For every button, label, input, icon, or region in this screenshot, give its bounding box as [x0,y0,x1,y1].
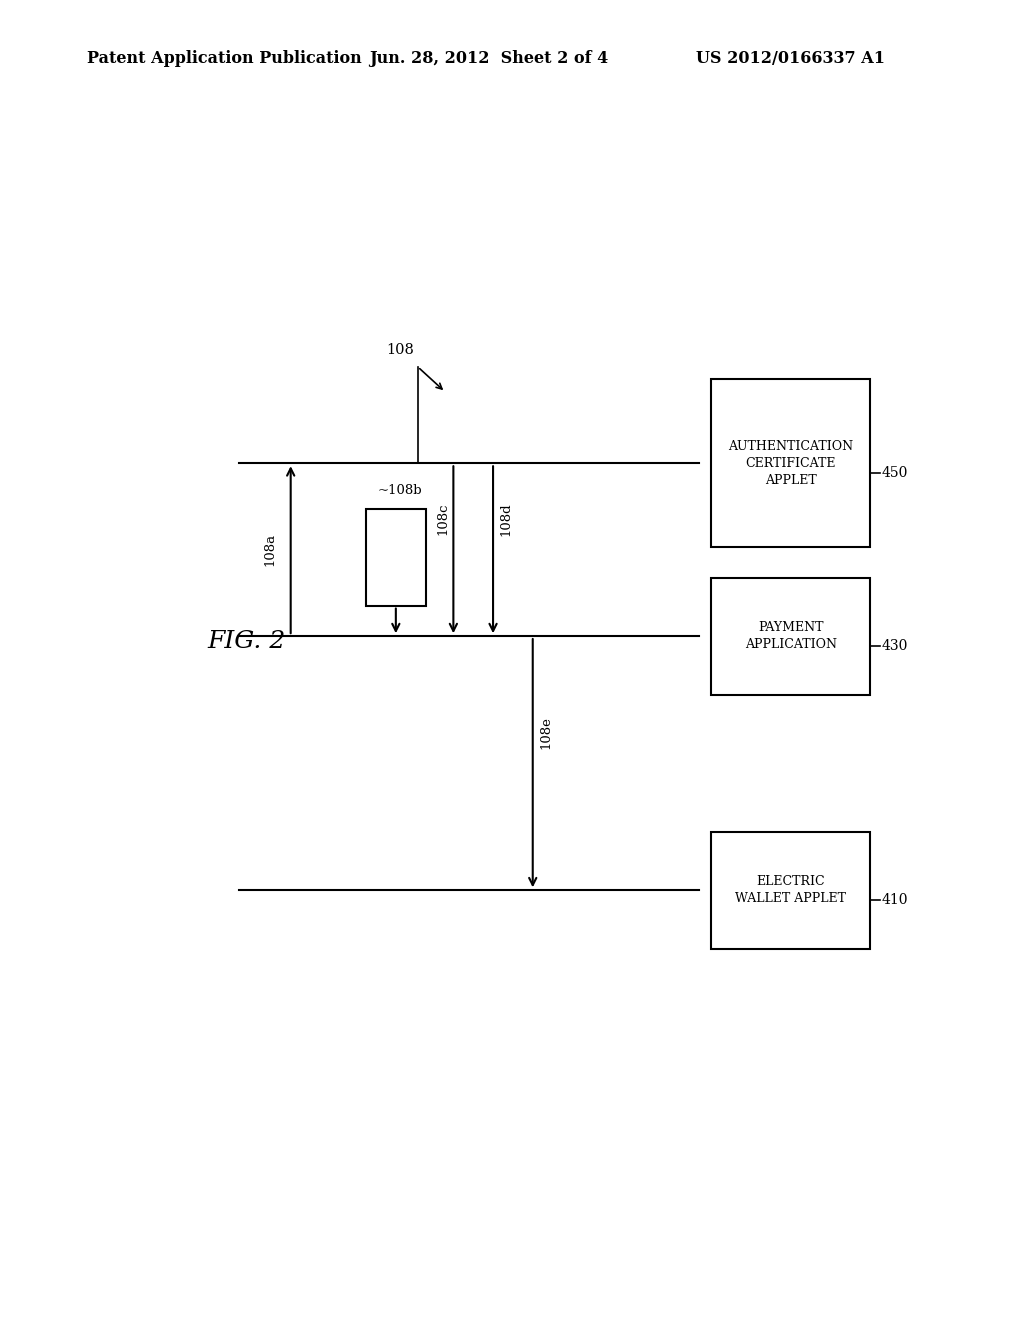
Text: Jun. 28, 2012  Sheet 2 of 4: Jun. 28, 2012 Sheet 2 of 4 [369,50,608,67]
Text: US 2012/0166337 A1: US 2012/0166337 A1 [696,50,886,67]
Text: 108e: 108e [539,717,552,750]
FancyBboxPatch shape [712,832,870,949]
Text: ~108b: ~108b [378,484,422,496]
Text: 108: 108 [386,343,414,356]
Text: 108a: 108a [263,533,276,566]
Text: 108d: 108d [500,503,512,536]
Text: Patent Application Publication: Patent Application Publication [87,50,361,67]
Text: AUTHENTICATION
CERTIFICATE
APPLET: AUTHENTICATION CERTIFICATE APPLET [728,440,853,487]
Text: ELECTRIC
WALLET APPLET: ELECTRIC WALLET APPLET [735,875,846,906]
Text: 430: 430 [882,639,908,653]
FancyBboxPatch shape [367,510,426,606]
Text: 450: 450 [882,466,908,480]
Text: 410: 410 [882,894,908,907]
Text: FIG. 2: FIG. 2 [207,630,286,652]
Text: PAYMENT
APPLICATION: PAYMENT APPLICATION [744,622,837,651]
FancyBboxPatch shape [712,379,870,548]
Text: 108c: 108c [436,503,450,536]
FancyBboxPatch shape [712,578,870,694]
